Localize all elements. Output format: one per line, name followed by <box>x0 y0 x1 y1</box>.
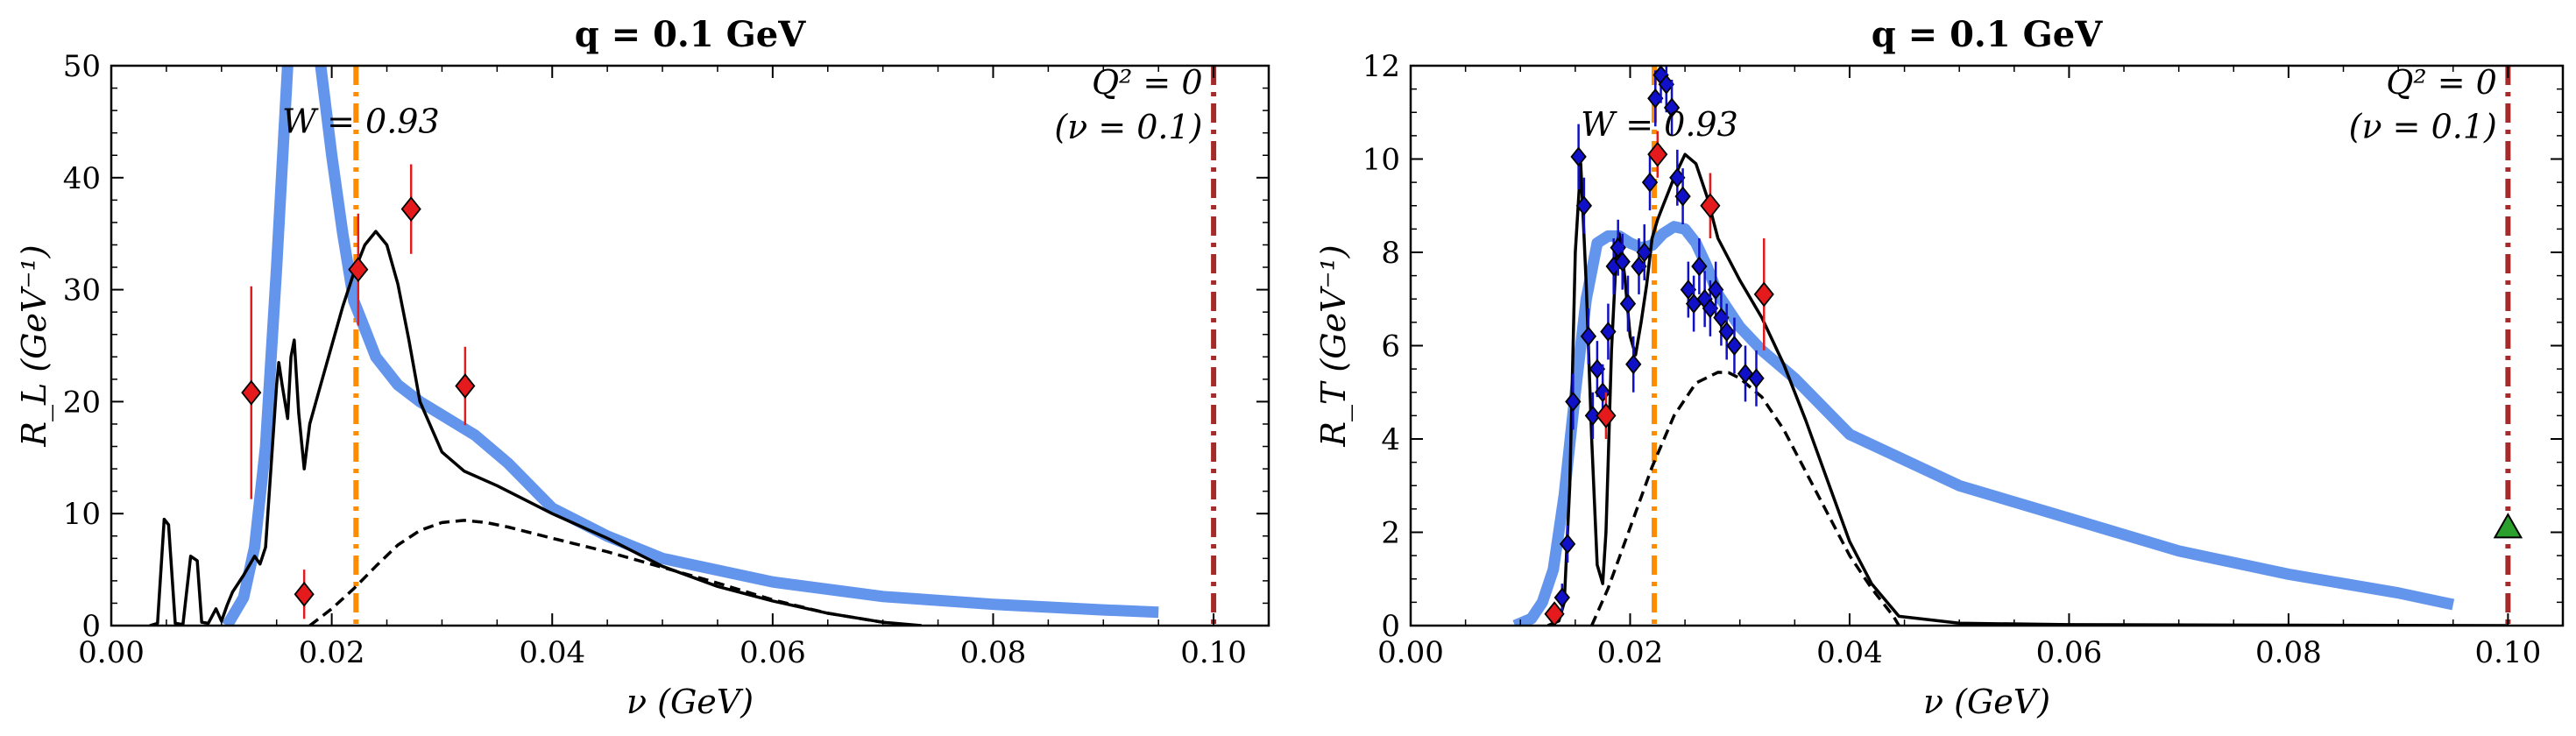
data-point-5 <box>1580 326 1597 347</box>
x-tick-label: 0.00 <box>1377 635 1444 670</box>
data-point-26 <box>1691 256 1708 277</box>
y-axis-label: R_L (GeV⁻¹) <box>15 244 54 447</box>
axes-frame <box>110 64 1270 627</box>
annotation-1: Q² = 0 <box>1092 63 1203 102</box>
annotation-2: (ν = 0.1) <box>2349 108 2497 146</box>
data-point-16 <box>1636 242 1652 263</box>
data-point-17 <box>1641 172 1659 193</box>
x-tick-label: 0.04 <box>519 635 585 670</box>
y-axis-label: R_T (GeV⁻¹) <box>1314 244 1354 447</box>
black-curve-1 <box>149 230 922 626</box>
data-point-triangle-40 <box>2493 513 2523 539</box>
x-axis-label: ν (GeV) <box>1923 683 2050 721</box>
data-point-2 <box>348 257 369 283</box>
data-point-9 <box>1600 322 1617 342</box>
dashed-curve-2 <box>308 519 906 626</box>
x-tick-label: 0.06 <box>740 635 806 670</box>
y-tick-label: 10 <box>1362 143 1400 178</box>
x-axis-label: ν (GeV) <box>626 683 754 721</box>
data-point-36 <box>1596 402 1617 428</box>
data-point-6 <box>1584 405 1602 426</box>
data-point-31 <box>1718 322 1735 342</box>
x-tick-label: 0.08 <box>2255 635 2322 670</box>
y-tick-label: 10 <box>63 497 101 532</box>
data-point-39 <box>1753 281 1774 308</box>
data-point-1 <box>294 581 315 607</box>
chart-title: q = 0.1 GeV <box>1872 14 2103 55</box>
data-point-4 <box>1575 195 1593 216</box>
y-tick-label: 12 <box>1362 49 1400 84</box>
annotation-2: (ν = 0.1) <box>1054 108 1202 146</box>
data-point-0 <box>241 379 262 406</box>
data-point-34 <box>1748 368 1765 389</box>
annotation-0: W = 0.93 <box>282 103 440 141</box>
y-tick-label: 20 <box>63 385 101 420</box>
x-tick-label: 0.00 <box>78 635 145 670</box>
x-tick-label: 0.08 <box>960 635 1027 670</box>
x-tick-label: 0.04 <box>1816 635 1883 670</box>
data-point-4 <box>455 373 476 399</box>
data-point-0 <box>1553 587 1570 608</box>
blue-band-curve-0 <box>222 66 1159 626</box>
x-tick-label: 0.10 <box>2475 635 2542 670</box>
x-tick-label: 0.02 <box>299 635 365 670</box>
y-tick-label: 6 <box>1381 329 1400 364</box>
x-tick-label: 0.10 <box>1180 635 1247 670</box>
data-point-29 <box>1708 280 1724 301</box>
y-tick-label: 2 <box>1381 516 1400 551</box>
data-point-2 <box>1565 391 1582 412</box>
data-point-38 <box>1700 193 1721 219</box>
data-point-12 <box>1614 251 1631 272</box>
y-tick-label: 40 <box>63 161 101 196</box>
y-tick-label: 0 <box>81 609 101 644</box>
data-point-32 <box>1726 336 1743 356</box>
y-tick-label: 4 <box>1381 422 1400 457</box>
data-point-3 <box>400 196 421 223</box>
data-point-21 <box>1663 97 1681 118</box>
annotation-1: Q² = 0 <box>2386 63 2497 102</box>
data-point-3 <box>1570 146 1587 167</box>
data-point-13 <box>1619 294 1637 315</box>
data-point-37 <box>1647 141 1668 167</box>
y-tick-label: 0 <box>1381 609 1400 644</box>
y-tick-label: 30 <box>63 273 101 308</box>
plot-area <box>1512 66 2523 626</box>
chart-title: q = 0.1 GeV <box>575 14 806 55</box>
data-point-23 <box>1674 186 1691 207</box>
y-tick-label: 50 <box>63 49 101 84</box>
x-tick-label: 0.06 <box>2036 635 2103 670</box>
annotation-0: W = 0.93 <box>1581 105 1738 144</box>
plot-area <box>149 66 1217 626</box>
data-point-1 <box>1559 534 1576 555</box>
dashed-curve-2 <box>1589 371 1900 626</box>
x-tick-label: 0.02 <box>1597 635 1664 670</box>
y-tick-label: 8 <box>1381 236 1400 271</box>
data-point-14 <box>1625 354 1642 375</box>
